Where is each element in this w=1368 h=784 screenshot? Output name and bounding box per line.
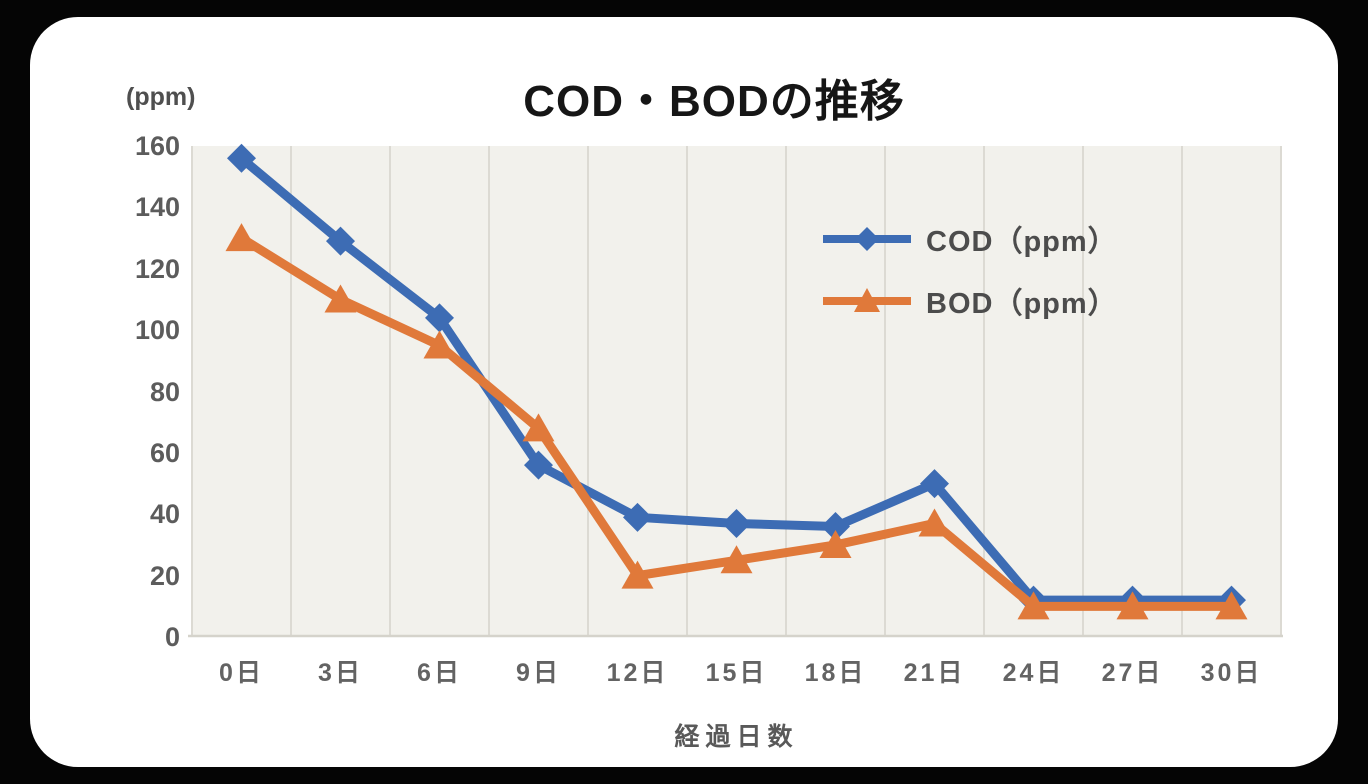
- diamond-marker: [722, 508, 751, 538]
- legend-label-cod: COD（ppm）: [926, 226, 1118, 258]
- x-tick-label: 0日: [219, 659, 264, 687]
- diamond-marker: [326, 226, 355, 256]
- legend-item-cod: COD（ppm）: [820, 221, 1118, 258]
- x-axis-title: 経過日数: [674, 723, 799, 751]
- triangle-marker: [720, 545, 753, 574]
- y-tick-label: 60: [149, 437, 180, 468]
- triangle-marker: [1116, 591, 1149, 620]
- x-tick-label: 9日: [516, 659, 561, 687]
- y-tick-label: 40: [149, 499, 180, 530]
- diamond-marker: [821, 512, 850, 542]
- triangle-marker: [324, 284, 357, 313]
- legend-item-bod: BOD（ppm）: [820, 283, 1118, 320]
- diamond-marker: [425, 303, 454, 333]
- legend: COD（ppm） BOD（ppm）: [820, 221, 1118, 320]
- cod-line-swatch-icon: [823, 227, 911, 251]
- diamond-marker: [920, 469, 949, 499]
- triangle-marker: [819, 529, 852, 558]
- x-tick-label: 15日: [705, 659, 768, 687]
- x-tick-label: 3日: [318, 659, 363, 687]
- diamond-marker: [227, 143, 256, 173]
- triangle-marker: [918, 508, 951, 537]
- triangle-marker: [1215, 591, 1248, 620]
- x-tick-label: 21日: [903, 659, 966, 687]
- triangle-marker: [423, 330, 456, 359]
- bod-line-swatch-icon: [823, 288, 911, 312]
- x-tick-label: 6日: [417, 659, 462, 687]
- triangle-marker: [225, 223, 258, 252]
- x-tick-label: 18日: [804, 659, 867, 687]
- y-tick-label: 120: [134, 253, 180, 284]
- plot-area: [188, 143, 1283, 638]
- y-tick-label: 0: [164, 622, 180, 652]
- y-tick-label: 20: [149, 560, 180, 591]
- triangle-marker: [522, 413, 555, 442]
- chart-card: COD・BODの推移 (ppm) 160 140 120 100 80 60 40 20 0 0…: [30, 17, 1338, 767]
- chart-title: COD・BODの推移: [523, 77, 905, 126]
- triangle-marker: [1017, 591, 1050, 620]
- x-tick-label: 30日: [1200, 659, 1263, 687]
- x-tick-label: 24日: [1002, 659, 1065, 687]
- legend-label-bod: BOD（ppm）: [926, 288, 1118, 320]
- chart-canvas: [188, 143, 1283, 638]
- y-tick-label: 100: [134, 315, 180, 346]
- y-axis-unit-label: (ppm): [126, 83, 196, 111]
- x-tick-label: 27日: [1101, 659, 1164, 687]
- y-tick-label: 160: [134, 131, 180, 161]
- y-tick-label: 80: [149, 376, 180, 407]
- diamond-marker: [524, 450, 553, 480]
- triangle-marker: [621, 560, 654, 589]
- y-tick-label: 140: [134, 192, 180, 223]
- diamond-marker: [623, 502, 652, 532]
- x-tick-label: 12日: [606, 659, 669, 687]
